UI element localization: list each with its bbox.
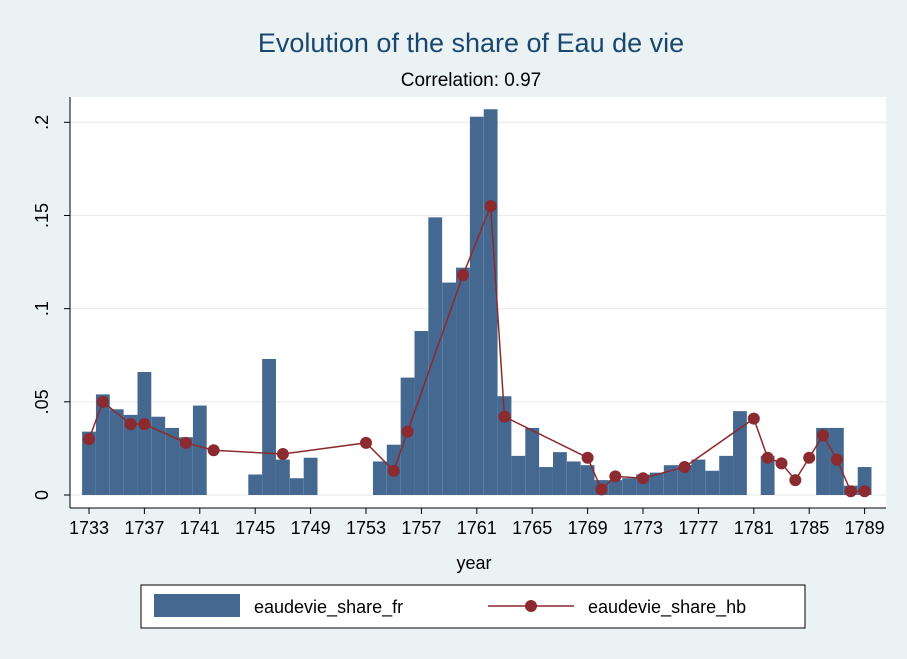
- bar: [192, 405, 207, 495]
- legend-box: [140, 584, 806, 629]
- bar: [289, 478, 304, 495]
- bar: [276, 459, 290, 495]
- x-tick-label: 1757: [401, 518, 441, 538]
- line-point: [96, 395, 109, 408]
- legend-line-label: eaudevie_share_hb: [588, 597, 746, 618]
- x-tick-label: 1773: [623, 518, 663, 538]
- bar: [608, 480, 623, 495]
- bar: [151, 416, 166, 495]
- line-point: [595, 483, 608, 496]
- bar: [179, 437, 193, 495]
- x-tick-label: 1769: [568, 518, 608, 538]
- x-tick-label: 1749: [291, 518, 331, 538]
- y-tick-label: .15: [32, 203, 52, 228]
- line-point: [678, 461, 691, 474]
- bar: [95, 394, 110, 495]
- bar: [483, 109, 498, 496]
- bar: [663, 465, 678, 495]
- line-point: [138, 418, 151, 431]
- line-point: [484, 200, 497, 213]
- line-point: [387, 464, 400, 477]
- legend-bar-label: eaudevie_share_fr: [254, 597, 403, 618]
- line-point: [844, 485, 857, 498]
- x-tick-label: 1765: [512, 518, 552, 538]
- x-tick-label: 1761: [457, 518, 497, 538]
- bar: [691, 459, 706, 495]
- bar: [372, 461, 387, 495]
- x-tick-label: 1737: [124, 518, 164, 538]
- line-series: [83, 200, 871, 498]
- x-tick-label: 1745: [235, 518, 275, 538]
- bar: [165, 427, 179, 495]
- line-point: [498, 410, 511, 423]
- y-tick-label: .1: [32, 301, 52, 316]
- y-tick-label: 0: [32, 490, 52, 500]
- bar: [109, 409, 124, 495]
- bar: [511, 455, 526, 495]
- bar: [414, 331, 429, 495]
- line-point: [456, 269, 469, 282]
- bar: [580, 465, 595, 495]
- x-axis-title: year: [456, 553, 491, 573]
- legend: eaudevie_share_fr eaudevie_share_hb: [140, 584, 806, 629]
- line-point: [803, 451, 816, 464]
- line-point: [581, 451, 594, 464]
- line-point: [360, 436, 372, 449]
- x-tick-label: 1733: [69, 518, 109, 538]
- bar: [303, 457, 318, 495]
- bar: [566, 461, 581, 495]
- legend-line-marker: [525, 600, 537, 612]
- bar: [677, 465, 692, 495]
- chart-title: Evolution of the share of Eau de vie: [258, 28, 684, 58]
- x-tick-label: 1785: [789, 518, 829, 538]
- line-point: [401, 425, 414, 438]
- bar: [719, 455, 733, 495]
- x-tick-label: 1789: [845, 518, 885, 538]
- bar: [760, 455, 775, 495]
- line-point: [207, 444, 220, 457]
- bar: [137, 372, 152, 495]
- bar: [622, 478, 637, 495]
- line-point: [83, 433, 95, 446]
- line-point: [747, 412, 760, 425]
- bar: [456, 267, 470, 495]
- bar: [705, 470, 720, 495]
- line-point: [789, 474, 802, 487]
- line-point: [817, 429, 830, 442]
- bar: [553, 452, 567, 495]
- line-point: [637, 472, 649, 485]
- line-point: [276, 448, 289, 461]
- y-tick-label: .05: [32, 389, 52, 414]
- bar: [539, 467, 553, 495]
- legend-bar-swatch: [154, 594, 240, 617]
- axes: 0 .05 .1 .15 .2 1733 1737 1741 1745 1749 1753 1757 1…: [32, 97, 886, 538]
- line-point: [830, 453, 843, 466]
- x-tick-label: 1781: [734, 518, 774, 538]
- line-point: [775, 457, 788, 470]
- y-tick-label: .2: [32, 115, 52, 130]
- line-point: [124, 418, 137, 431]
- x-tick-label: 1777: [678, 518, 718, 538]
- bar: [469, 116, 484, 495]
- bar: [262, 358, 276, 495]
- x-tick-label: 1753: [346, 518, 386, 538]
- bar: [525, 427, 540, 495]
- line-point: [858, 485, 871, 498]
- bar: [428, 217, 443, 495]
- line-point: [761, 451, 774, 464]
- bar: [248, 474, 263, 495]
- chart-subtitle: Correlation: 0.97: [401, 70, 541, 91]
- bar: [442, 282, 456, 495]
- bar: [816, 427, 830, 495]
- bar: [649, 472, 664, 495]
- bar: [123, 414, 138, 495]
- bar: [733, 411, 747, 495]
- bar: [82, 431, 96, 495]
- x-tick-label: 1741: [180, 518, 220, 538]
- line-point: [179, 436, 192, 449]
- line-point: [609, 470, 622, 483]
